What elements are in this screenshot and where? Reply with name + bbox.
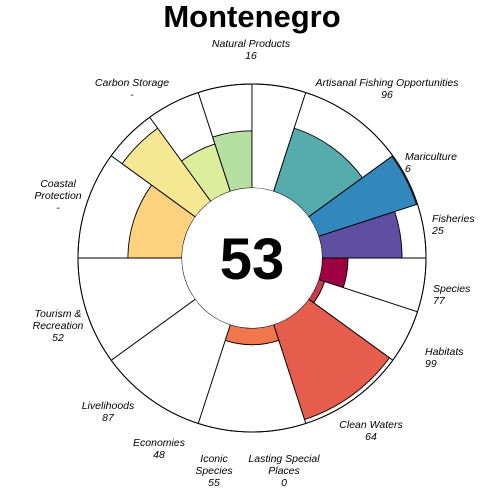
petal-label-artisanal-fishing-opportunities: Artisanal Fishing Opportunities 96 xyxy=(315,77,460,101)
petal-name-line: Natural Products xyxy=(212,38,291,50)
petal-name-line: Economies xyxy=(133,437,186,449)
petal-label-coastal-protection: Coastal Protection - xyxy=(34,178,81,214)
chart-title: Montenegro xyxy=(163,0,340,34)
petal-value: - xyxy=(56,202,60,214)
petal-name-line: Habitats xyxy=(425,346,464,358)
petal-labels: Fisheries 25 Mariculture 6 Artisanal Fishing… xyxy=(33,38,476,489)
petal-value: 99 xyxy=(425,358,437,370)
petal-label-habitats: Habitats 99 xyxy=(425,346,464,370)
petal-name-line: Iconic xyxy=(200,453,228,465)
petal-name-line: Coastal xyxy=(40,178,76,190)
petal-name-line: Clean Waters xyxy=(339,419,403,431)
petal-value: 52 xyxy=(52,332,64,344)
petal-name-line: Lasting Special xyxy=(248,453,320,465)
petal-value: 0 xyxy=(281,477,287,489)
petal-name-line: Tourism & xyxy=(35,308,82,320)
petal-name-line: Artisanal Fishing Opportunities xyxy=(315,77,460,89)
petal-name-line: Recreation xyxy=(33,320,84,332)
petal-label-species: Species 77 xyxy=(433,283,471,307)
petal-name-line: Species xyxy=(433,283,471,295)
petal-name-line: Livelihoods xyxy=(82,400,135,412)
petal-name-line: Mariculture xyxy=(405,151,457,163)
petal-label-lasting-special-places: Lasting Special Places 0 xyxy=(248,453,320,489)
center-circle xyxy=(182,188,322,328)
overall-score: 53 xyxy=(220,227,285,292)
petal-value: 64 xyxy=(365,431,377,443)
outer-ring xyxy=(77,83,427,433)
petal-name-line: Places xyxy=(268,465,300,477)
petal-value: 87 xyxy=(102,412,115,424)
petal-label-natural-products: Natural Products 16 xyxy=(212,38,291,62)
petal-value: 48 xyxy=(153,449,165,461)
petal-label-economies: Economies 48 xyxy=(133,437,186,461)
petal-value: 16 xyxy=(245,50,257,62)
petal-label-carbon-storage: Carbon Storage - xyxy=(95,77,169,101)
petal-value: - xyxy=(130,89,134,101)
petal-value: 25 xyxy=(431,225,444,237)
petals-group xyxy=(77,83,427,433)
petal-value: 77 xyxy=(433,295,446,307)
petal-name-line: Carbon Storage xyxy=(95,77,169,89)
petal-value: 6 xyxy=(405,163,411,175)
petal-value: 96 xyxy=(381,89,393,101)
petal-label-livelihoods: Livelihoods 87 xyxy=(82,400,135,424)
petal-value: 55 xyxy=(208,477,220,489)
petal-label-fisheries: Fisheries 25 xyxy=(431,213,475,237)
petal-name-line: Fisheries xyxy=(432,213,475,225)
petal-name-line: Protection xyxy=(34,190,81,202)
petal-label-clean-waters: Clean Waters 64 xyxy=(339,419,403,443)
petal-name-line: Species xyxy=(195,465,233,477)
petal-label-tourism-recreation: Tourism & Recreation 52 xyxy=(33,308,84,344)
petal-label-mariculture: Mariculture 6 xyxy=(405,151,457,175)
petal-label-iconic-species: Iconic Species 55 xyxy=(195,453,233,489)
